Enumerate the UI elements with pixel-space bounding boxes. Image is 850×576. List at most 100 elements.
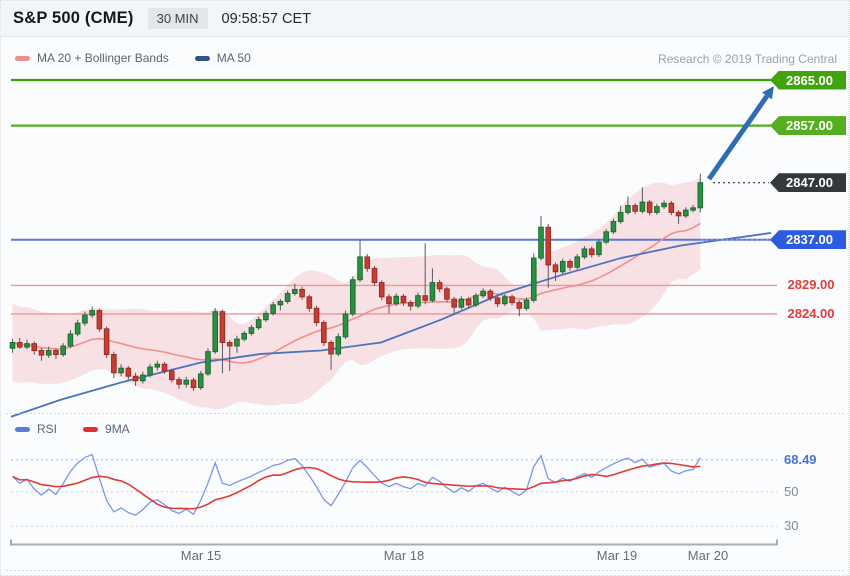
candle	[675, 211, 682, 217]
rsi-legend: RSI 9MA	[15, 422, 130, 436]
candle	[284, 292, 291, 302]
clock-time: 09:58:57 CET	[221, 10, 311, 27]
candle	[24, 343, 30, 348]
candle	[96, 310, 103, 330]
candle	[16, 342, 23, 348]
candle	[53, 350, 59, 356]
candle	[603, 231, 609, 243]
candle	[299, 288, 305, 298]
candle	[132, 375, 139, 382]
candle	[378, 282, 385, 298]
timeframe-badge: 30 MIN	[147, 8, 208, 29]
candle	[263, 312, 269, 321]
candle	[552, 264, 559, 273]
research-credit: Research © 2019 Trading Central	[658, 52, 837, 66]
candle	[588, 248, 595, 256]
candle	[197, 373, 204, 389]
legend-item-9ma: 9MA	[83, 422, 130, 436]
candle	[313, 307, 320, 324]
candle	[270, 304, 276, 314]
candle	[473, 295, 479, 306]
rsi-line	[12, 453, 701, 516]
candle	[292, 288, 298, 294]
candle	[559, 260, 566, 273]
candle	[371, 267, 378, 284]
candle	[89, 310, 95, 316]
candle	[436, 282, 443, 290]
candle	[480, 290, 486, 297]
x-axis-tick-mar-18: Mar 18	[383, 548, 425, 563]
price-label-support-2829: 2829.00	[787, 277, 835, 293]
bollinger-band-area	[12, 177, 701, 410]
candle	[581, 248, 588, 258]
x-axis-tick-mar-15: Mar 15	[180, 548, 222, 563]
candle	[234, 338, 240, 347]
candle	[306, 296, 313, 309]
symbol-title: S&P 500 (CME)	[13, 9, 134, 27]
candle	[502, 296, 508, 305]
legend-item-rsi: RSI	[15, 422, 57, 436]
candle	[60, 345, 66, 356]
price-label-support-2824: 2824.00	[787, 305, 835, 321]
candle	[400, 295, 407, 304]
candle	[668, 202, 675, 213]
candle	[516, 302, 523, 309]
candle	[451, 298, 457, 308]
candle	[147, 366, 153, 376]
candle	[407, 302, 414, 307]
candle	[465, 298, 472, 306]
x-axis-tick-mar-19: Mar 19	[596, 548, 638, 563]
candle	[111, 354, 117, 374]
candle	[654, 206, 660, 213]
candle	[683, 209, 689, 217]
candle	[82, 314, 88, 324]
price-legend: MA 20 + Bollinger Bands MA 50	[15, 51, 251, 65]
candle	[646, 201, 653, 213]
candle	[610, 221, 617, 233]
projection-arrow-shaft	[706, 94, 770, 181]
candle	[248, 327, 255, 334]
price-tag-resistance-2857: 2857.00	[770, 116, 846, 136]
candle	[386, 296, 392, 305]
candle	[321, 322, 327, 344]
candle	[176, 379, 182, 385]
rsi-level-50: 50	[784, 483, 799, 499]
candle	[639, 201, 646, 212]
candle	[226, 342, 233, 347]
legend-item-ma50: MA 50	[194, 51, 251, 65]
ma20-bollinger-label: MA 20 + Bollinger Bands	[37, 51, 169, 65]
candle	[190, 379, 197, 389]
candle	[212, 311, 219, 353]
candle	[690, 207, 696, 211]
candle	[31, 343, 38, 352]
candle	[74, 322, 81, 335]
price-tag-last-price-2847: 2847.00	[770, 173, 846, 193]
price-tag-resistance-2865: 2865.00	[770, 70, 846, 90]
candle	[154, 363, 161, 368]
candle	[661, 202, 667, 208]
ma50-label: MA 50	[216, 51, 251, 65]
candle	[357, 256, 363, 281]
ma20-line	[12, 222, 701, 364]
candle	[567, 260, 573, 268]
candle	[168, 370, 175, 381]
candle	[697, 182, 704, 209]
candle	[349, 279, 356, 315]
candle	[574, 256, 581, 268]
candle	[509, 296, 515, 304]
9ma-swatch-icon	[83, 426, 99, 432]
candle	[219, 311, 226, 344]
rsi-level-30: 30	[784, 518, 799, 534]
candle	[125, 367, 132, 377]
candle	[494, 297, 501, 305]
candle	[444, 288, 450, 300]
candle	[161, 363, 168, 372]
candle	[429, 282, 436, 301]
candle	[335, 336, 342, 355]
candle	[342, 313, 349, 338]
candle	[530, 257, 537, 301]
candle	[103, 328, 110, 356]
candle	[205, 351, 211, 375]
projection-arrow-head	[762, 86, 774, 100]
